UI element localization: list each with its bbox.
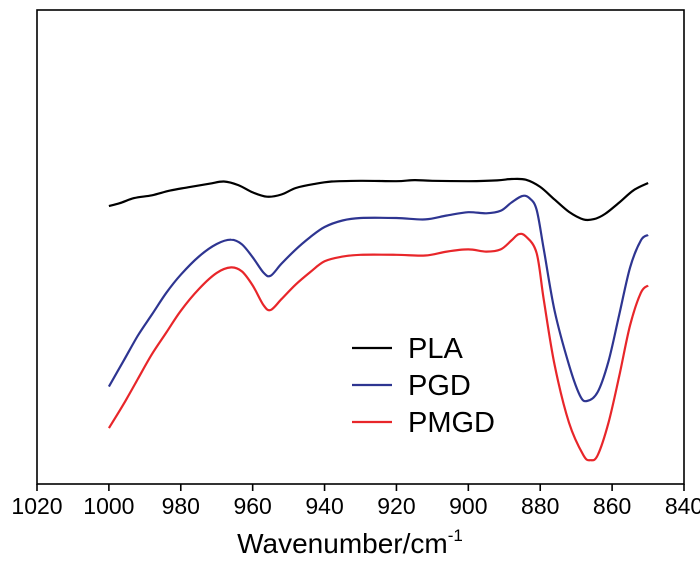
x-tick-label: 940 <box>305 493 343 519</box>
x-axis-title-text: Wavenumber/cm <box>237 528 448 559</box>
x-tick-label: 1020 <box>11 493 62 519</box>
x-tick-label: 900 <box>449 493 487 519</box>
x-tick-label: 860 <box>593 493 631 519</box>
x-ticks-layer: 1020 1000 980 960 940 920 900 880 860 840 <box>11 484 700 519</box>
legend: PLA PGD PMGD <box>352 333 495 439</box>
x-tick-label: 1000 <box>83 493 134 519</box>
legend-label-pgd: PGD <box>408 370 471 402</box>
plot-frame <box>36 9 685 485</box>
x-axis-title-superscript: -1 <box>448 526 463 545</box>
x-tick-label: 980 <box>162 493 200 519</box>
series-line-pgd <box>107 194 649 403</box>
legend-label-pla: PLA <box>408 333 463 365</box>
legend-label-pmgd: PMGD <box>408 407 495 439</box>
x-tick-label: 880 <box>521 493 559 519</box>
x-tick-label: 840 <box>665 493 700 519</box>
x-tick-label: 920 <box>377 493 415 519</box>
series-line-pmgd <box>107 232 649 462</box>
x-axis-title: Wavenumber/cm-1 <box>237 526 463 559</box>
series-layer <box>107 177 649 462</box>
series-line-pla <box>108 177 649 222</box>
x-tick-label: 960 <box>233 493 271 519</box>
